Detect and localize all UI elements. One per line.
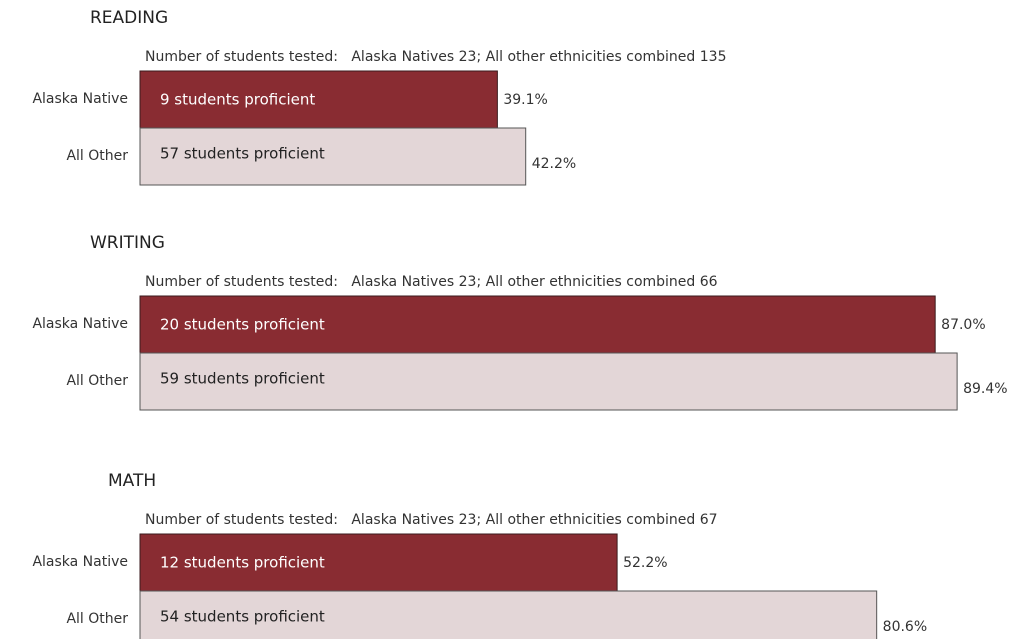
bar [139, 352, 958, 411]
bar [139, 127, 527, 186]
bar-label: 9 students proficient [160, 91, 315, 109]
bar-label: 54 students proficient [160, 608, 325, 626]
category-label: All Other [66, 373, 128, 389]
bar-label: 57 students proficient [160, 145, 325, 163]
category-label: Alaska Native [32, 554, 128, 570]
panel-title: MATH [108, 471, 156, 491]
category-label: Alaska Native [32, 91, 128, 107]
value-label: 87.0% [941, 317, 985, 333]
bar [139, 533, 618, 592]
value-label: 80.6% [883, 619, 927, 635]
category-label: All Other [66, 611, 128, 627]
bar-label: 12 students proficient [160, 554, 325, 572]
category-label: All Other [66, 148, 128, 164]
category-label: Alaska Native [32, 316, 128, 332]
panel-subtitle: Number of students tested: Alaska Native… [145, 49, 726, 65]
panel-title: WRITING [90, 233, 165, 253]
panel-subtitle: Number of students tested: Alaska Native… [145, 512, 718, 528]
bar-label: 59 students proficient [160, 370, 325, 388]
bar [139, 295, 936, 354]
bar-label: 20 students proficient [160, 316, 325, 334]
value-label: 89.4% [963, 381, 1007, 397]
value-label: 52.2% [623, 555, 667, 571]
panel-title: READING [90, 8, 168, 28]
bar [139, 70, 498, 129]
value-label: 39.1% [503, 92, 547, 108]
bar [139, 590, 878, 639]
panel-subtitle: Number of students tested: Alaska Native… [145, 274, 718, 290]
value-label: 42.2% [532, 156, 576, 172]
